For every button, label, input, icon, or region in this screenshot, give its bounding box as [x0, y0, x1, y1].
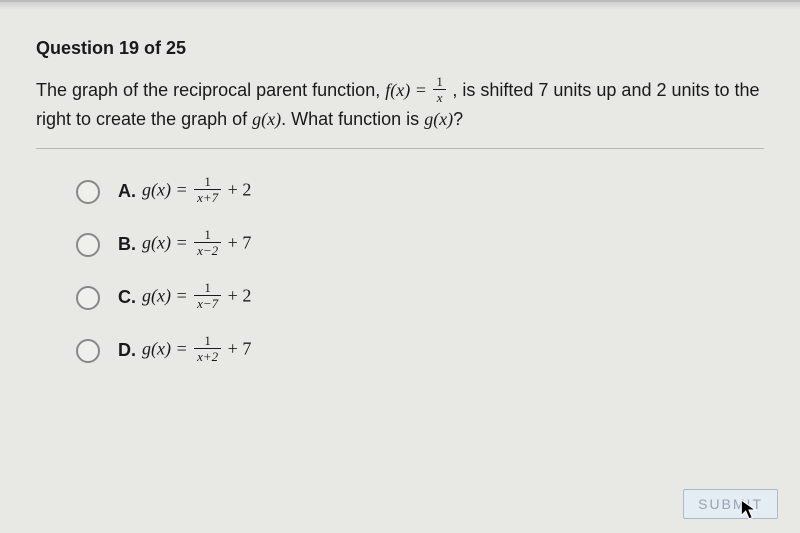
option-c[interactable]: C. g(x) = 1x−7 + 2 — [76, 283, 764, 312]
option-c-lhs: g(x) = — [142, 286, 192, 306]
gx-1: g(x) — [252, 109, 281, 129]
radio-a[interactable] — [76, 180, 100, 204]
option-a-tail: + 2 — [223, 180, 251, 200]
option-a-frac: 1x+7 — [194, 175, 221, 204]
option-d-tail: + 7 — [223, 339, 251, 359]
option-d-expression: g(x) = 1x+2 + 7 — [142, 336, 251, 365]
question-text-part1: The graph of the reciprocal parent funct… — [36, 80, 385, 100]
gx-2: g(x) — [424, 109, 453, 129]
option-letter-c: C. — [118, 287, 136, 308]
option-d-num: 1 — [194, 334, 221, 349]
option-c-den: x−7 — [194, 296, 221, 310]
question-counter: Question 19 of 25 — [36, 38, 764, 59]
submit-button[interactable]: SUBMIT — [683, 489, 778, 519]
fx-lhs: f(x) = — [385, 80, 431, 100]
option-letter-b: B. — [118, 234, 136, 255]
fraction-1-over-x: 1x — [433, 75, 446, 104]
option-c-frac: 1x−7 — [194, 281, 221, 310]
option-d-den: x+2 — [194, 349, 221, 363]
frac-num: 1 — [433, 75, 446, 90]
radio-b[interactable] — [76, 233, 100, 257]
option-b-lhs: g(x) = — [142, 233, 192, 253]
question-text-part3: . What function is — [281, 109, 424, 129]
option-c-expression: g(x) = 1x−7 + 2 — [142, 283, 251, 312]
option-a-num: 1 — [194, 175, 221, 190]
option-d-lhs: g(x) = — [142, 339, 192, 359]
option-d[interactable]: D. g(x) = 1x+2 + 7 — [76, 336, 764, 365]
question-text: The graph of the reciprocal parent funct… — [36, 77, 764, 132]
fx-expression: f(x) = 1x — [385, 80, 452, 100]
option-letter-a: A. — [118, 181, 136, 202]
option-c-num: 1 — [194, 281, 221, 296]
option-b-tail: + 7 — [223, 233, 251, 253]
option-a-expression: g(x) = 1x+7 + 2 — [142, 177, 251, 206]
option-b-expression: g(x) = 1x−2 + 7 — [142, 230, 251, 259]
option-a-lhs: g(x) = — [142, 180, 192, 200]
radio-d[interactable] — [76, 339, 100, 363]
option-d-frac: 1x+2 — [194, 334, 221, 363]
option-b-den: x−2 — [194, 243, 221, 257]
option-letter-d: D. — [118, 340, 136, 361]
option-b-num: 1 — [194, 228, 221, 243]
divider — [36, 148, 764, 149]
options-list: A. g(x) = 1x+7 + 2 B. g(x) = 1x−2 + 7 C.… — [36, 177, 764, 365]
option-a[interactable]: A. g(x) = 1x+7 + 2 — [76, 177, 764, 206]
frac-den: x — [433, 90, 446, 104]
option-b[interactable]: B. g(x) = 1x−2 + 7 — [76, 230, 764, 259]
question-panel: Question 19 of 25 The graph of the recip… — [0, 10, 800, 365]
option-b-frac: 1x−2 — [194, 228, 221, 257]
option-c-tail: + 2 — [223, 286, 251, 306]
option-a-den: x+7 — [194, 190, 221, 204]
radio-c[interactable] — [76, 286, 100, 310]
window-top-strip — [0, 0, 800, 10]
question-text-end: ? — [453, 109, 463, 129]
